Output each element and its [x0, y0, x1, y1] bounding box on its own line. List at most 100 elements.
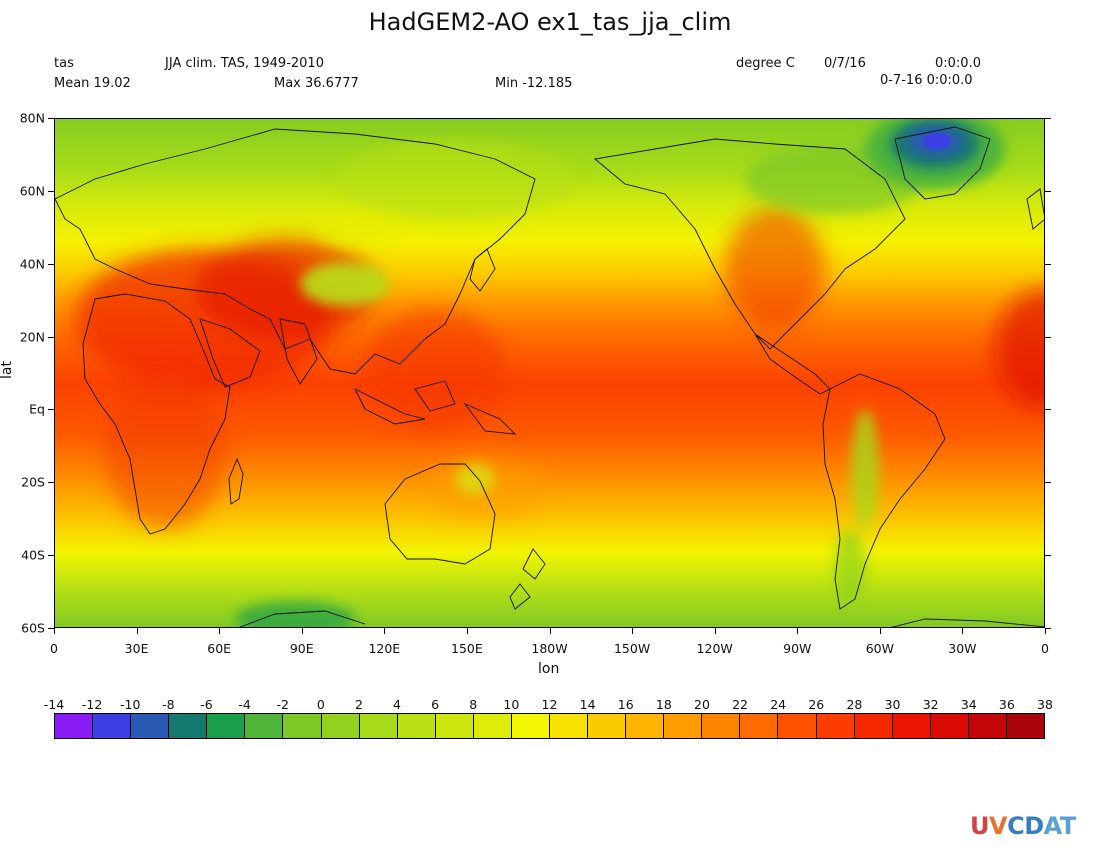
colorbar-label: 20 [694, 697, 710, 712]
lon-tick-mark [714, 628, 716, 634]
colorbar-swatch [207, 714, 246, 738]
lat-tick-mark-right [1045, 263, 1051, 265]
lon-tick-label: 60W [865, 641, 894, 656]
colorbar-label: -14 [43, 697, 65, 712]
date-label: 0/7/16 [824, 56, 866, 71]
colorbar-swatch [588, 714, 627, 738]
colorbar-swatch [245, 714, 284, 738]
lon-tick-mark [962, 628, 964, 634]
units-label: degree C [736, 56, 795, 71]
colorbar-swatch [473, 714, 512, 738]
colorbar-swatch [854, 714, 893, 738]
lon-tick-label: 30E [124, 641, 149, 656]
lon-tick-label: 120E [368, 641, 401, 656]
colorbar-swatch [397, 714, 436, 738]
colorbar-label: -2 [276, 697, 289, 712]
lon-tick-label: 120W [696, 641, 733, 656]
lon-tick-label: 90W [783, 641, 812, 656]
colorbar-label: 26 [808, 697, 825, 712]
lat-tick-label: 40S [21, 547, 45, 563]
colorbar-label: -4 [238, 697, 251, 712]
lat-tick-label: 60N [19, 183, 45, 199]
lat-tick-mark [48, 336, 54, 338]
colorbar-swatch [892, 714, 931, 738]
colorbar-swatch [435, 714, 474, 738]
colorbar-swatch [968, 714, 1007, 738]
colorbar-label: 4 [393, 697, 402, 712]
colorbar-swatch [816, 714, 855, 738]
lat-tick-mark [48, 628, 54, 629]
lon-tick-mark [384, 628, 386, 634]
lon-tick-label: 0 [1041, 641, 1049, 656]
lat-tick-mark [48, 190, 54, 192]
colorbar-swatch [626, 714, 665, 738]
colorbar-swatch [55, 714, 94, 738]
lon-tick-mark [219, 628, 221, 634]
dataset-description: JJA clim. TAS, 1949-2010 [165, 56, 324, 71]
lon-tick-label: 90E [289, 641, 314, 656]
datetime-label: 0-7-16 0:0:0.0 [880, 73, 973, 88]
coastlines [55, 126, 1044, 627]
colorbar-swatch [778, 714, 817, 738]
colorbar-label: 16 [617, 697, 634, 712]
lon-tick-label: 180W [531, 641, 568, 656]
mean-stat: Mean 19.02 [54, 76, 131, 91]
colorbar-label: 30 [884, 697, 901, 712]
colorbar [54, 713, 1045, 739]
lon-tick-mark [466, 628, 468, 634]
lon-tick-mark [301, 628, 303, 634]
lon-tick-mark [797, 628, 799, 634]
colorbar-label: 6 [431, 697, 440, 712]
lon-tick-mark [879, 628, 881, 634]
lat-tick-mark [48, 482, 54, 484]
lat-tick-mark-right [1045, 190, 1051, 192]
lon-tick-label: 30W [948, 641, 977, 656]
lat-tick-mark [48, 118, 54, 119]
colorbar-label: 24 [770, 697, 787, 712]
lat-tick-label: Eq [29, 401, 45, 417]
lat-tick-mark-right [1045, 336, 1051, 338]
lat-tick-mark-right [1045, 409, 1051, 411]
greenland-ice [865, 119, 1005, 189]
colorbar-swatch [664, 714, 703, 738]
colorbar-label: 32 [922, 697, 939, 712]
colorbar-swatch [1006, 714, 1045, 738]
plot-title: HadGEM2-AO ex1_tas_jja_clim [368, 8, 732, 36]
lat-tick-mark-right [1045, 555, 1051, 557]
lat-tick-mark-right [1045, 118, 1051, 119]
min-stat: Min -12.185 [495, 76, 573, 91]
colorbar-label: 28 [846, 697, 863, 712]
lat-tick-label: 60S [21, 620, 45, 636]
colorbar-label: 22 [732, 697, 749, 712]
colorbar-label: 10 [503, 697, 520, 712]
colorbar-swatch [321, 714, 360, 738]
colorbar-swatch [131, 714, 170, 738]
colorbar-label: 8 [469, 697, 478, 712]
colorbar-swatch [283, 714, 322, 738]
colorbar-swatch [359, 714, 398, 738]
lat-tick-mark [48, 409, 54, 411]
lon-tick-mark [136, 628, 138, 634]
max-stat: Max 36.6777 [274, 76, 359, 91]
colorbar-swatch [702, 714, 741, 738]
colorbar-swatch [930, 714, 969, 738]
lon-tick-mark [1045, 628, 1046, 634]
colorbar-label: -6 [200, 697, 213, 712]
colorbar-label: 36 [998, 697, 1015, 712]
lat-tick-mark-right [1045, 482, 1051, 484]
variable-name: tas [54, 56, 74, 71]
lon-tick-label: 150E [451, 641, 483, 656]
lat-tick-mark [48, 263, 54, 265]
colorbar-label: 2 [354, 697, 363, 712]
lat-tick-label: 80N [19, 110, 45, 126]
colorbar-label: 12 [541, 697, 558, 712]
lat-tick-mark [48, 555, 54, 557]
lon-tick-mark [632, 628, 634, 634]
lat-tick-label: 20N [19, 329, 45, 345]
colorbar-label: 14 [579, 697, 596, 712]
lon-tick-label: 150W [613, 641, 651, 656]
map-canvas [55, 119, 1044, 627]
lat-tick-label: 20S [21, 474, 45, 490]
lon-tick-label: 0 [50, 641, 58, 656]
colorbar-swatch [550, 714, 589, 738]
